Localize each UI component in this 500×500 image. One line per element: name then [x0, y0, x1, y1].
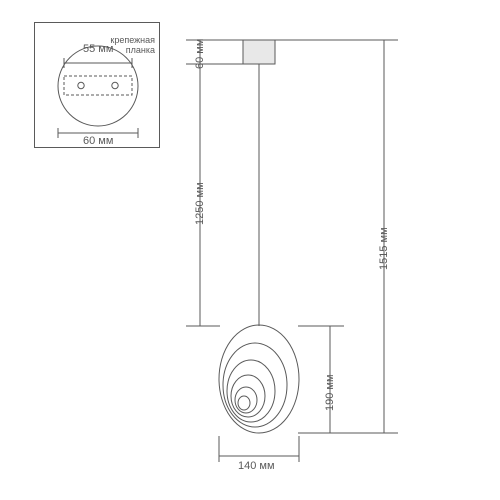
dim-190-label: 190 мм	[324, 374, 336, 411]
shade-ellipses	[219, 325, 299, 433]
dim-60-label: 60 мм	[194, 39, 206, 69]
dim-140-label: 140 мм	[238, 460, 275, 472]
dim-1515-label: 1515 мм	[378, 227, 390, 270]
pendant-drawing	[0, 0, 500, 500]
diagram-canvas: 55 мм крепежная планка 60 мм	[0, 0, 500, 500]
dim-1250-label: 1250 мм	[194, 182, 206, 225]
canopy-rect	[243, 40, 275, 64]
